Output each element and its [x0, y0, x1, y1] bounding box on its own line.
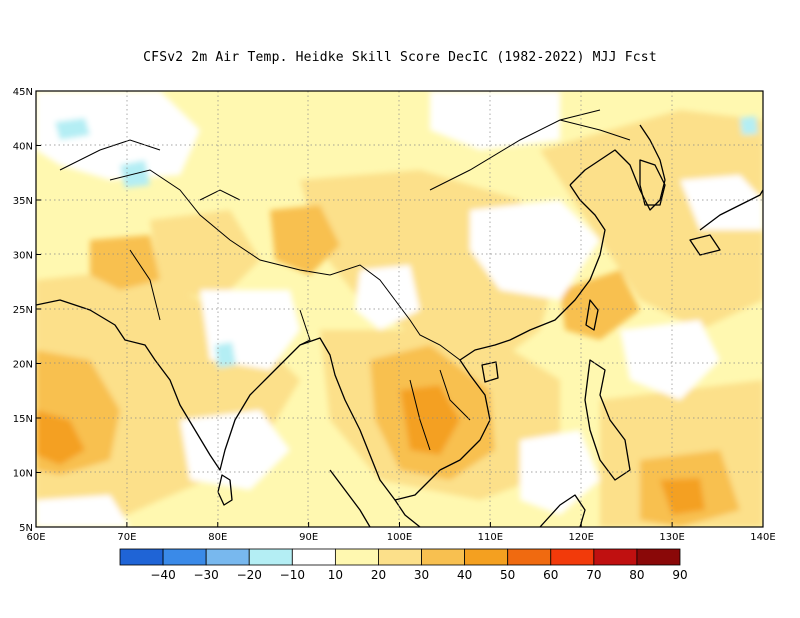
- colorbar-label: 60: [543, 568, 558, 582]
- x-tick-label: 100E: [387, 532, 412, 543]
- colorbar-label: 40: [457, 568, 472, 582]
- y-tick-label: 10N: [13, 469, 33, 480]
- field-region-white: [36, 91, 200, 180]
- y-tick-label: 15N: [13, 414, 33, 425]
- colorbar-label: −20: [237, 568, 262, 582]
- colorbar-swatch: [636, 548, 681, 566]
- colorbar-swatch: [421, 548, 466, 566]
- colorbar-swatch: [205, 548, 250, 566]
- y-tick-label: 5N: [19, 523, 33, 534]
- y-tick-label: 25N: [13, 305, 33, 316]
- field-region-white: [470, 200, 600, 300]
- y-tick-label: 30N: [13, 251, 33, 262]
- x-tick-label: 70E: [117, 532, 136, 543]
- country-borders: [59, 109, 631, 451]
- x-tick-label: 90E: [299, 532, 318, 543]
- colorbar-label: 50: [500, 568, 515, 582]
- colorbar-label: 70: [586, 568, 601, 582]
- field-region-c30: [90, 235, 160, 290]
- field-region-c20: [150, 210, 260, 300]
- colorbar-swatch: [248, 548, 293, 566]
- colorbar-label: 10: [328, 568, 343, 582]
- field-region-c40: [660, 478, 705, 515]
- colorbar-swatch: [507, 548, 552, 566]
- field-region-negative: [740, 116, 758, 135]
- field-region-c40: [36, 410, 85, 465]
- colorbar-swatch: [291, 548, 336, 566]
- x-tick-label: 110E: [478, 532, 503, 543]
- axis-ticks: 60E 70E 80E 90E 100E 110E 120E 130E 140E 5N 10N 15N…: [13, 87, 776, 543]
- colorbar-label: 90: [672, 568, 687, 582]
- colorbar-swatch: [550, 548, 595, 566]
- x-tick-label: 80E: [208, 532, 227, 543]
- field-region-c30: [270, 205, 340, 275]
- colorbar-label: −10: [280, 568, 305, 582]
- colorbar-label: 80: [629, 568, 644, 582]
- field-region-white: [520, 430, 600, 515]
- field-region-negative: [55, 118, 90, 140]
- colorbar-label: 20: [371, 568, 386, 582]
- y-tick-label: 35N: [13, 196, 33, 207]
- field-region-white: [36, 495, 130, 527]
- colorbar-label: −40: [150, 568, 175, 582]
- field-region-white: [180, 410, 290, 490]
- colorbar-swatch: [378, 548, 422, 566]
- colorbar-label: −30: [193, 568, 218, 582]
- field-region-white: [680, 175, 763, 230]
- x-tick-label: 60E: [26, 532, 45, 543]
- x-tick-label: 140E: [750, 532, 775, 543]
- y-tick-label: 20N: [13, 360, 33, 371]
- field-region-c30: [560, 270, 640, 340]
- y-tick-label: 45N: [13, 87, 33, 98]
- field-region-c40: [400, 385, 460, 455]
- colorbar-swatch: [593, 548, 638, 566]
- field-region-white: [355, 265, 420, 330]
- colorbar-swatch: [334, 548, 379, 566]
- colorbar-label: 30: [414, 568, 429, 582]
- colorbar: −40 −30 −20 −10 10 20 30 40 50 60 70 80 90: [119, 548, 688, 582]
- colorbar-swatch: [464, 548, 509, 566]
- field-region-c20: [540, 110, 763, 330]
- field-region-negative: [215, 342, 236, 368]
- colorbar-swatch: [162, 548, 207, 566]
- skill-score-field: [36, 91, 763, 527]
- field-region-white: [430, 91, 560, 150]
- x-tick-label: 130E: [659, 532, 684, 543]
- x-tick-label: 120E: [569, 532, 594, 543]
- field-region-white: [620, 320, 720, 400]
- y-tick-label: 40N: [13, 142, 33, 153]
- colorbar-swatch: [119, 548, 164, 566]
- chart-title: CFSv2 2m Air Temp. Heidke Skill Score De…: [143, 50, 657, 65]
- gridlines: [36, 91, 763, 527]
